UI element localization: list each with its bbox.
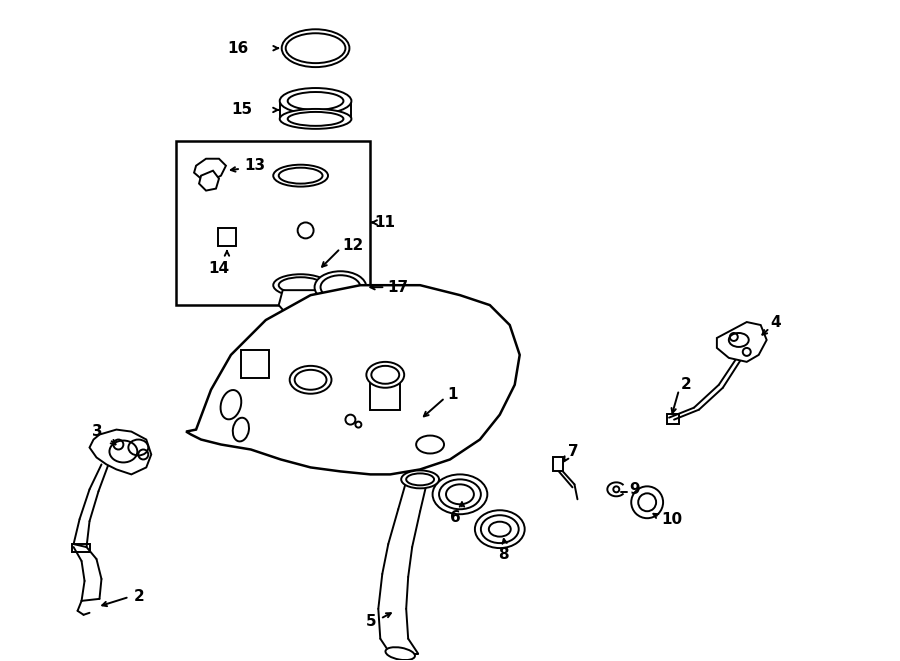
Text: 2: 2 [681, 377, 692, 392]
Bar [176, 141, 370, 305]
Text: 17: 17 [387, 280, 409, 295]
Text: 5: 5 [365, 614, 376, 629]
Text: 4: 4 [770, 315, 781, 330]
Bar [72, 544, 89, 552]
Bar [241, 350, 269, 378]
Text: 12: 12 [343, 238, 364, 253]
Ellipse shape [315, 271, 366, 303]
Circle shape [631, 486, 663, 518]
Polygon shape [199, 171, 219, 190]
Ellipse shape [401, 471, 439, 488]
Polygon shape [194, 159, 226, 180]
Text: 8: 8 [498, 547, 508, 562]
Text: 7: 7 [568, 444, 578, 459]
Ellipse shape [475, 510, 525, 548]
Text: 14: 14 [208, 260, 230, 276]
Ellipse shape [385, 647, 415, 660]
Ellipse shape [274, 274, 328, 296]
Ellipse shape [366, 362, 404, 388]
Ellipse shape [280, 109, 351, 129]
Polygon shape [186, 285, 519, 475]
Text: 9: 9 [629, 482, 640, 497]
Text: 16: 16 [228, 41, 248, 56]
Ellipse shape [274, 165, 328, 186]
Text: 3: 3 [92, 424, 102, 439]
Text: 1: 1 [447, 387, 457, 403]
Bar [218, 229, 236, 247]
Polygon shape [717, 322, 767, 362]
Polygon shape [279, 290, 322, 313]
Ellipse shape [290, 366, 331, 394]
Text: 2: 2 [133, 590, 144, 604]
Circle shape [638, 493, 656, 511]
Polygon shape [89, 430, 151, 475]
Text: 11: 11 [374, 215, 395, 230]
Ellipse shape [280, 88, 351, 114]
Bar [667, 414, 679, 424]
Text: 15: 15 [231, 102, 253, 118]
Ellipse shape [433, 475, 487, 514]
Bar [370, 380, 400, 410]
Text: 6: 6 [450, 510, 461, 525]
Text: 10: 10 [662, 512, 682, 527]
Bar [553, 457, 562, 471]
Circle shape [613, 486, 619, 492]
Text: 13: 13 [244, 158, 265, 173]
